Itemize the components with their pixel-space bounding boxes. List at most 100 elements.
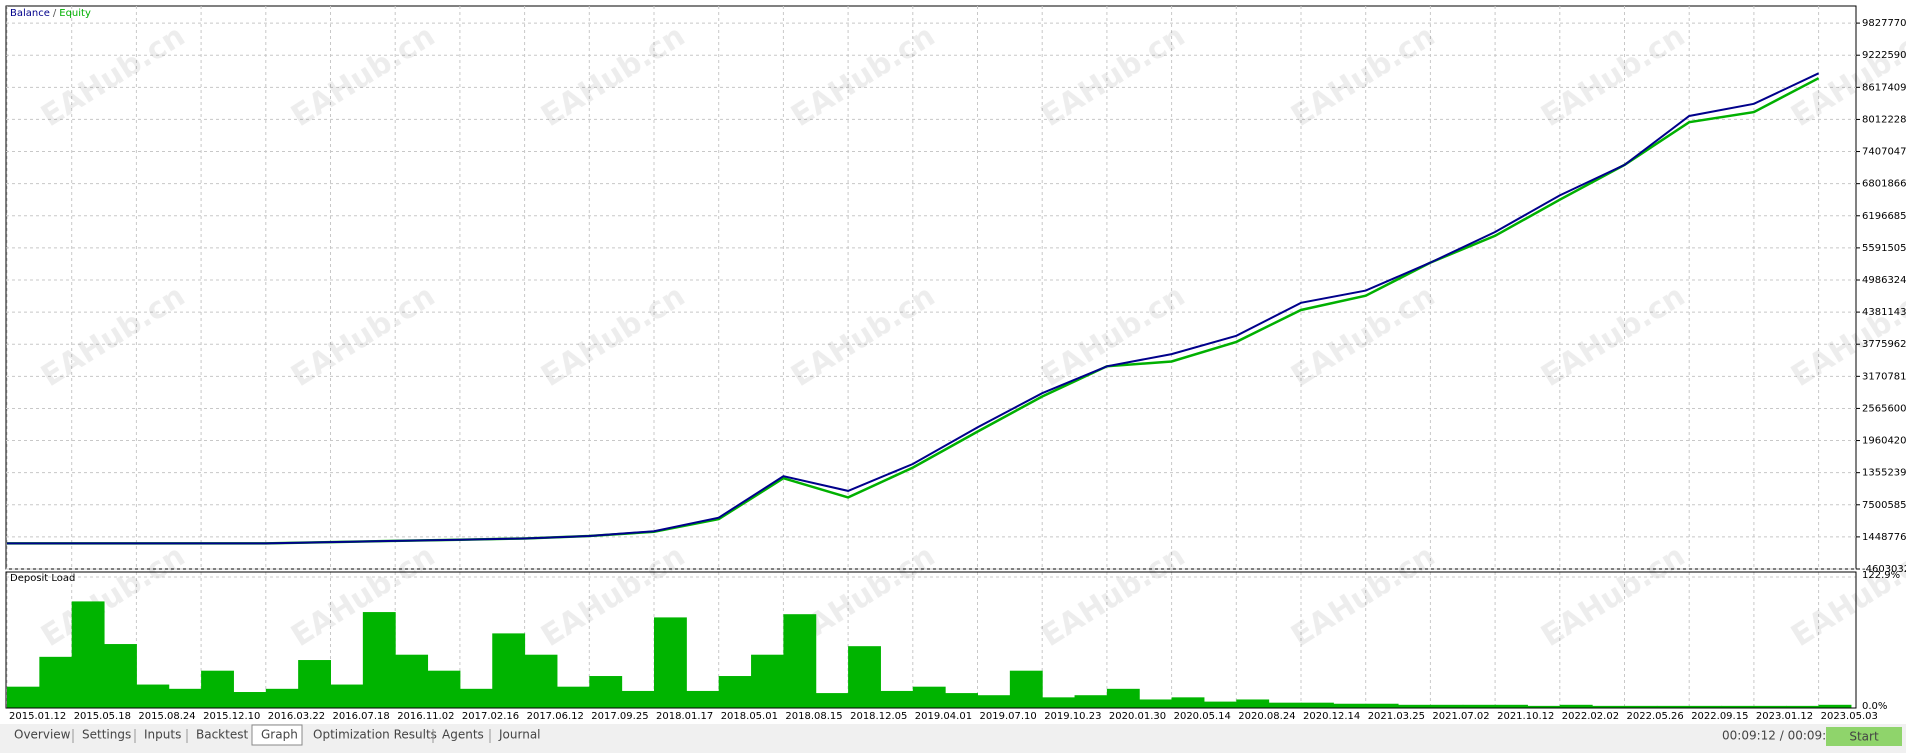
y-tick-label: 37759626 xyxy=(1862,339,1906,350)
bar xyxy=(104,644,137,708)
bar xyxy=(718,676,752,708)
bar xyxy=(815,693,849,708)
tab-bar xyxy=(0,724,1906,753)
tab[interactable]: Optimization Results xyxy=(313,728,437,742)
tab[interactable]: Backtest xyxy=(196,728,248,742)
tab[interactable]: Agents xyxy=(442,728,484,742)
bar xyxy=(686,690,720,708)
y-tick-label: 86174092 xyxy=(1862,82,1906,93)
bar xyxy=(1203,701,1237,708)
x-tick-label: 2019.04.01 xyxy=(915,711,972,722)
x-tick-label: 2022.09.15 xyxy=(1691,711,1748,722)
bar xyxy=(1074,695,1108,708)
x-tick-label: 2020.01.30 xyxy=(1109,711,1166,722)
x-tick-label: 2020.08.24 xyxy=(1238,711,1295,722)
bar xyxy=(654,617,687,708)
tab[interactable]: Inputs xyxy=(144,728,181,742)
bar xyxy=(556,686,590,708)
y-tick-label: 13552393 xyxy=(1862,468,1906,479)
bar xyxy=(395,654,429,708)
bar xyxy=(1818,704,1852,708)
bar xyxy=(1236,699,1270,708)
x-tick-label: 2019.07.10 xyxy=(980,711,1037,722)
bar xyxy=(1430,704,1464,708)
x-tick-label: 2019.10.23 xyxy=(1044,711,1101,722)
bar xyxy=(1527,705,1561,708)
x-tick-label: 2018.08.15 xyxy=(785,711,842,722)
tab[interactable]: Overview xyxy=(14,728,71,742)
bar xyxy=(1462,704,1496,708)
pane-title: Deposit Load xyxy=(10,573,75,584)
start-label[interactable]: Start xyxy=(1849,730,1879,744)
bar xyxy=(459,688,493,708)
legend-separator: / xyxy=(53,8,57,19)
x-tick-label: 2016.07.18 xyxy=(333,711,390,722)
bar xyxy=(621,690,655,708)
y-tick-label: 92225900 xyxy=(1862,50,1906,61)
x-tick-label: 2023.01.12 xyxy=(1756,711,1813,722)
bar xyxy=(7,686,40,708)
x-tick-label: 2020.12.14 xyxy=(1303,711,1360,722)
bar xyxy=(1139,699,1173,708)
y-tick-label: 122.9% xyxy=(1862,570,1900,581)
bar xyxy=(1624,705,1658,708)
y-tick-label: 49863242 xyxy=(1862,275,1906,286)
y-tick-label: 0.0% xyxy=(1862,701,1887,712)
pane-border xyxy=(5,571,1857,709)
x-tick-label: 2015.05.18 xyxy=(74,711,131,722)
bar xyxy=(71,601,105,708)
timer: 00:09:12 / 00:09:12 xyxy=(1722,729,1841,743)
x-tick-label: 2020.05.14 xyxy=(1174,711,1231,722)
bar xyxy=(1171,697,1205,708)
bar xyxy=(1365,703,1399,708)
x-tick-label: 2015.12.10 xyxy=(203,711,260,722)
bar xyxy=(265,688,299,708)
y-tick-label: 98277708 xyxy=(1862,18,1906,29)
bar xyxy=(168,688,202,708)
tab[interactable]: Journal xyxy=(498,728,541,742)
y-tick-label: 80122283 xyxy=(1862,114,1906,125)
y-tick-label: 55915050 xyxy=(1862,243,1906,254)
x-tick-label: 2021.10.12 xyxy=(1497,711,1554,722)
bar xyxy=(1042,697,1076,708)
bar xyxy=(912,686,946,708)
bar xyxy=(1592,705,1625,708)
x-tick-label: 2017.02.16 xyxy=(462,711,519,722)
bar xyxy=(201,670,234,708)
tab[interactable]: Settings xyxy=(82,728,131,742)
bar xyxy=(1559,704,1593,708)
x-tick-label: 2015.01.12 xyxy=(9,711,66,722)
bar xyxy=(977,695,1011,708)
x-tick-label: 2017.06.12 xyxy=(527,711,584,722)
y-tick-label: 25656009 xyxy=(1862,403,1906,414)
bar xyxy=(751,654,784,708)
bar xyxy=(1786,705,1820,708)
bar xyxy=(1268,702,1302,708)
legend-entry: Equity xyxy=(59,8,91,19)
bar xyxy=(880,690,914,708)
y-tick-label: 1448776 xyxy=(1862,532,1906,543)
y-tick-label: 61966859 xyxy=(1862,211,1906,222)
legend-entry: Balance xyxy=(10,8,50,19)
bar xyxy=(1689,705,1723,708)
start-button[interactable] xyxy=(1826,727,1902,746)
x-tick-label: 2016.03.22 xyxy=(268,711,325,722)
bar xyxy=(1656,705,1690,708)
tab[interactable]: Graph xyxy=(261,728,298,742)
x-tick-label: 2022.02.02 xyxy=(1562,711,1619,722)
x-tick-label: 2017.09.25 xyxy=(591,711,648,722)
bar xyxy=(1495,704,1528,708)
bar xyxy=(362,612,396,708)
bar xyxy=(945,693,978,708)
bar xyxy=(1398,704,1431,708)
bar xyxy=(427,670,461,708)
bar xyxy=(1721,705,1755,708)
bar xyxy=(1753,705,1787,708)
legend: Balance / Equity xyxy=(10,8,91,19)
line-0 xyxy=(7,72,1820,545)
x-tick-label: 2021.07.02 xyxy=(1432,711,1489,722)
